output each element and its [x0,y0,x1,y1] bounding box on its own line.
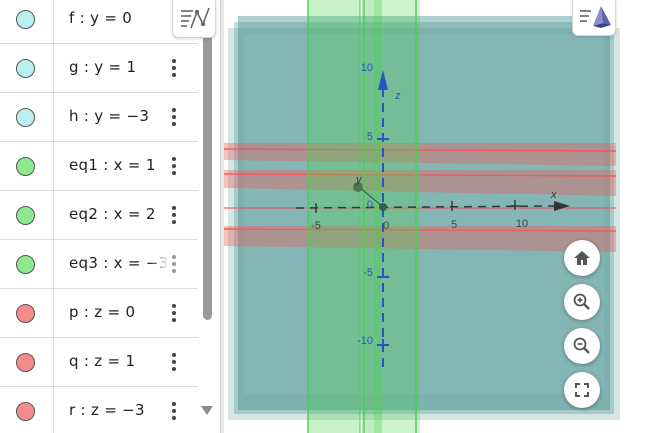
z-tick-label: -5 [363,267,373,279]
zoom-out-button[interactable] [564,328,600,364]
x-axis [295,200,570,213]
more-options-icon[interactable] [168,402,180,422]
visibility-cell [0,93,54,141]
algebra-expression[interactable]: eq3 : x = −3 [69,254,169,272]
zoom-in-icon [573,293,590,310]
algebra-expression[interactable]: eq2 : x = 2 [69,205,156,223]
z-tick-label: 5 [367,131,373,143]
home-button[interactable] [564,240,600,276]
style-bar-toggle-button[interactable] [572,0,616,36]
x-tick-label: 5 [451,219,457,231]
visibility-cell [0,0,54,43]
visibility-cell [0,240,54,288]
algebra-view-icon [181,7,210,29]
visibility-cell [0,338,54,386]
plane-f [238,16,610,410]
visibility-toggle[interactable] [16,59,35,78]
visibility-cell [0,44,54,92]
plane-h [228,28,620,420]
plane-g [234,22,614,414]
visibility-cell [0,142,54,190]
plane-p [224,143,616,166]
algebra-row[interactable]: eq1 : x = 1 [0,142,198,191]
algebra-expression[interactable]: r : z = −3 [69,401,145,419]
pyramid-icon [580,6,611,28]
algebra-expression[interactable]: f : y = 0 [69,9,133,27]
zoom-out-icon [573,337,590,354]
y-axis [353,182,387,211]
algebra-expression[interactable]: g : y = 1 [69,58,137,76]
algebra-row[interactable]: g : y = 1 [0,44,198,93]
plane-eq2 [374,0,420,433]
algebra-panel: f : y = 0 g : y = 1 h : y = −3 eq1 : x = 1 e… [0,0,220,433]
z-axis-label: z [394,90,401,102]
visibility-toggle[interactable] [16,108,35,127]
algebra-expression[interactable]: eq1 : x = 1 [69,156,156,174]
z-tick-label: -10 [357,335,373,347]
algebra-row[interactable]: p : z = 0 [0,289,198,338]
more-options-icon[interactable] [168,157,180,177]
more-options-icon[interactable] [168,304,180,324]
scrollbar-thumb[interactable] [203,30,212,320]
plane-eq1 [362,0,382,433]
fullscreen-button[interactable] [564,372,600,408]
z-axis-arrow [378,70,388,90]
more-options-icon[interactable] [168,255,180,275]
algebra-view-toggle-button[interactable] [172,0,216,38]
fullscreen-icon [575,383,589,397]
zoom-in-button[interactable] [564,284,600,320]
visibility-cell [0,191,54,239]
plane-y-group [228,16,620,420]
visibility-toggle[interactable] [16,157,35,176]
plane-eq3 [308,0,360,433]
home-icon [574,251,590,265]
z-tick-label: 10 [361,62,373,74]
visibility-toggle[interactable] [16,353,35,372]
x-tick-label: -5 [311,220,321,232]
more-options-icon[interactable] [168,59,180,79]
algebra-row[interactable]: eq2 : x = 2 [0,191,198,240]
algebra-expression[interactable]: q : z = 1 [69,352,136,370]
panel-splitter[interactable] [220,0,224,433]
plane-z-group [224,143,617,252]
visibility-toggle[interactable] [16,10,35,29]
algebra-row[interactable]: eq3 : x = −3 [0,240,198,289]
plane-x-group [307,0,420,433]
visibility-toggle[interactable] [16,255,35,274]
x-axis-label: x [550,189,557,201]
z-axis [377,70,389,370]
graphics-3d-view[interactable]: x y z -5 0 5 10 10 5 0 -5 -10 [224,0,651,433]
more-options-icon[interactable] [168,108,180,128]
algebra-row[interactable]: r : z = −3 [0,387,198,433]
z-tick-label: 0 [367,199,373,211]
algebra-expression[interactable]: h : y = −3 [69,107,150,125]
algebra-expression[interactable]: p : z = 0 [69,303,136,321]
plane-q [224,170,616,196]
scroll-down-arrow-icon[interactable] [201,406,213,415]
visibility-toggle[interactable] [16,206,35,225]
plane-r [224,226,616,252]
visibility-toggle[interactable] [16,402,35,421]
visibility-toggle[interactable] [16,304,35,323]
more-options-icon[interactable] [168,206,180,226]
visibility-cell [0,387,54,433]
y-axis-label: y [355,174,363,186]
visibility-cell [0,289,54,337]
x-axis-arrow [554,201,570,211]
more-options-icon[interactable] [168,353,180,373]
algebra-row[interactable]: f : y = 0 [0,0,198,44]
algebra-row[interactable]: h : y = −3 [0,93,198,142]
algebra-row[interactable]: q : z = 1 [0,338,198,387]
x-tick-label: 0 [383,220,389,232]
x-tick-label: 10 [516,218,528,230]
